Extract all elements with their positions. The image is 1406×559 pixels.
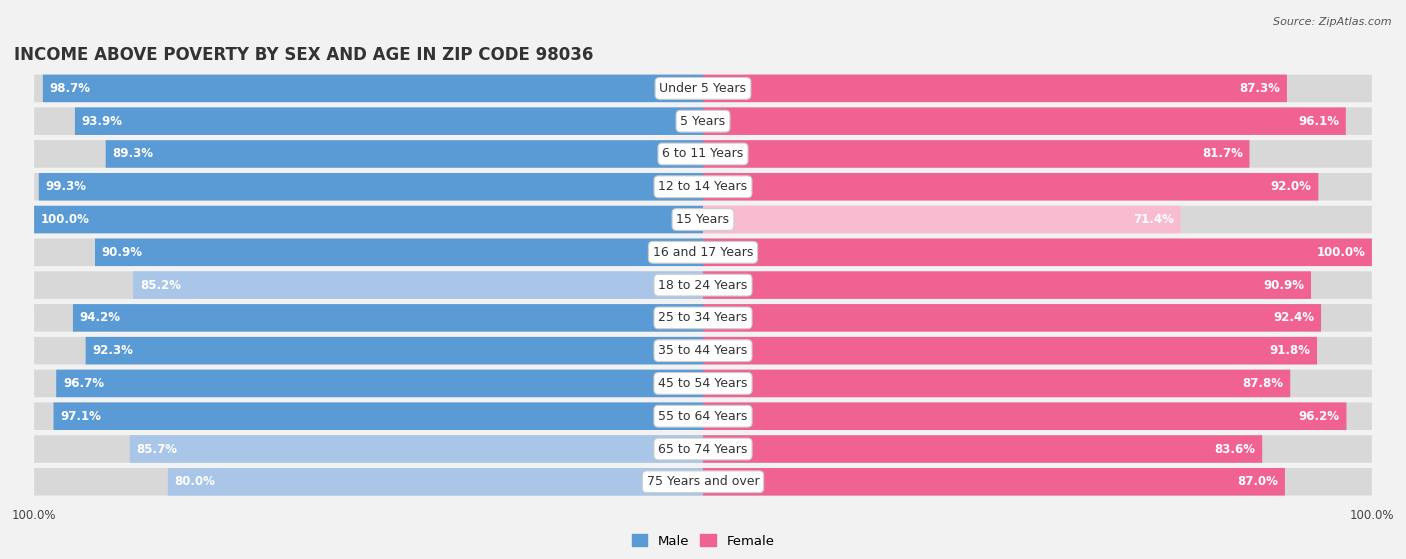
FancyBboxPatch shape [105,140,703,168]
Text: INCOME ABOVE POVERTY BY SEX AND AGE IN ZIP CODE 98036: INCOME ABOVE POVERTY BY SEX AND AGE IN Z… [14,46,593,64]
FancyBboxPatch shape [34,74,703,102]
Text: 87.8%: 87.8% [1243,377,1284,390]
Text: 91.8%: 91.8% [1270,344,1310,357]
FancyBboxPatch shape [703,304,1322,331]
Text: 81.7%: 81.7% [1202,148,1243,160]
Text: 45 to 54 Years: 45 to 54 Years [658,377,748,390]
Text: 16 and 17 Years: 16 and 17 Years [652,246,754,259]
FancyBboxPatch shape [134,271,703,299]
FancyBboxPatch shape [703,435,1372,463]
FancyBboxPatch shape [129,435,703,463]
Text: 83.6%: 83.6% [1215,443,1256,456]
Text: 90.9%: 90.9% [1264,278,1305,292]
FancyBboxPatch shape [703,271,1310,299]
Text: 25 to 34 Years: 25 to 34 Years [658,311,748,324]
FancyBboxPatch shape [34,107,703,135]
Text: 92.3%: 92.3% [93,344,134,357]
FancyBboxPatch shape [703,173,1372,201]
Text: 92.0%: 92.0% [1271,180,1312,193]
FancyBboxPatch shape [703,337,1317,364]
FancyBboxPatch shape [34,337,703,364]
FancyBboxPatch shape [703,468,1285,496]
FancyBboxPatch shape [703,468,1372,496]
Text: 100.0%: 100.0% [41,213,90,226]
FancyBboxPatch shape [703,140,1372,168]
FancyBboxPatch shape [167,468,703,496]
FancyBboxPatch shape [703,206,1181,233]
FancyBboxPatch shape [703,74,1286,102]
FancyBboxPatch shape [703,74,1372,102]
FancyBboxPatch shape [703,435,1263,463]
Text: 97.1%: 97.1% [60,410,101,423]
FancyBboxPatch shape [703,271,1372,299]
FancyBboxPatch shape [34,468,703,496]
Text: 93.9%: 93.9% [82,115,122,127]
Text: 96.7%: 96.7% [63,377,104,390]
Text: 85.7%: 85.7% [136,443,177,456]
FancyBboxPatch shape [34,173,703,201]
FancyBboxPatch shape [42,74,703,102]
FancyBboxPatch shape [96,239,703,266]
Legend: Male, Female: Male, Female [626,529,780,553]
Text: 87.3%: 87.3% [1239,82,1281,95]
Text: 80.0%: 80.0% [174,475,215,489]
Text: 89.3%: 89.3% [112,148,153,160]
FancyBboxPatch shape [56,369,703,397]
FancyBboxPatch shape [703,369,1372,397]
FancyBboxPatch shape [703,304,1372,331]
Text: Source: ZipAtlas.com: Source: ZipAtlas.com [1274,17,1392,27]
FancyBboxPatch shape [34,206,703,233]
Text: 90.9%: 90.9% [101,246,142,259]
FancyBboxPatch shape [53,402,703,430]
Text: 85.2%: 85.2% [139,278,181,292]
FancyBboxPatch shape [73,304,703,331]
Text: 6 to 11 Years: 6 to 11 Years [662,148,744,160]
FancyBboxPatch shape [34,239,703,266]
Text: 87.0%: 87.0% [1237,475,1278,489]
FancyBboxPatch shape [703,402,1372,430]
Text: 75 Years and over: 75 Years and over [647,475,759,489]
Text: 92.4%: 92.4% [1274,311,1315,324]
Text: 5 Years: 5 Years [681,115,725,127]
FancyBboxPatch shape [34,435,703,463]
FancyBboxPatch shape [34,402,703,430]
Text: 18 to 24 Years: 18 to 24 Years [658,278,748,292]
FancyBboxPatch shape [703,173,1319,201]
FancyBboxPatch shape [703,337,1372,364]
FancyBboxPatch shape [703,239,1372,266]
Text: 96.1%: 96.1% [1298,115,1339,127]
FancyBboxPatch shape [703,107,1372,135]
FancyBboxPatch shape [703,402,1347,430]
FancyBboxPatch shape [34,304,703,331]
FancyBboxPatch shape [34,140,703,168]
Text: 94.2%: 94.2% [80,311,121,324]
FancyBboxPatch shape [39,173,703,201]
FancyBboxPatch shape [703,140,1250,168]
FancyBboxPatch shape [34,369,703,397]
FancyBboxPatch shape [703,206,1372,233]
Text: 35 to 44 Years: 35 to 44 Years [658,344,748,357]
Text: 96.2%: 96.2% [1299,410,1340,423]
Text: 98.7%: 98.7% [49,82,90,95]
Text: 55 to 64 Years: 55 to 64 Years [658,410,748,423]
Text: 71.4%: 71.4% [1133,213,1174,226]
FancyBboxPatch shape [75,107,703,135]
FancyBboxPatch shape [703,369,1291,397]
Text: 100.0%: 100.0% [1316,246,1365,259]
Text: Under 5 Years: Under 5 Years [659,82,747,95]
Text: 65 to 74 Years: 65 to 74 Years [658,443,748,456]
Text: 15 Years: 15 Years [676,213,730,226]
Text: 99.3%: 99.3% [45,180,87,193]
FancyBboxPatch shape [703,107,1346,135]
FancyBboxPatch shape [34,206,703,233]
FancyBboxPatch shape [86,337,703,364]
FancyBboxPatch shape [34,271,703,299]
Text: 12 to 14 Years: 12 to 14 Years [658,180,748,193]
FancyBboxPatch shape [703,239,1372,266]
